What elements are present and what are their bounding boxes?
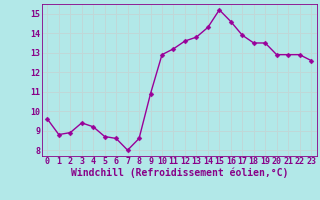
X-axis label: Windchill (Refroidissement éolien,°C): Windchill (Refroidissement éolien,°C) <box>70 167 288 178</box>
